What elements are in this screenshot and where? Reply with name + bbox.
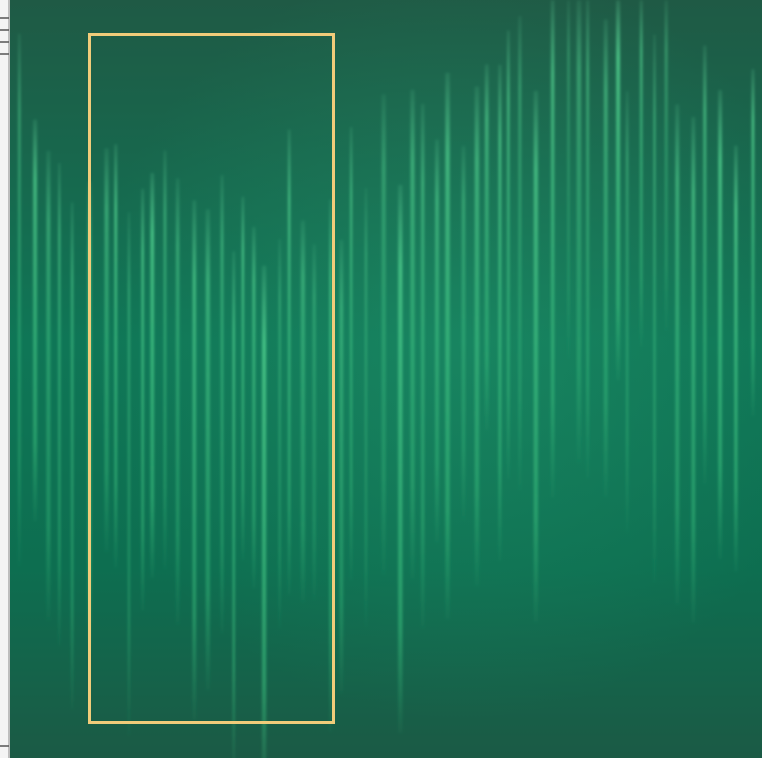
streak [577, 0, 581, 463]
streak [350, 127, 352, 581]
streak [128, 212, 130, 735]
streak [252, 227, 255, 589]
streak [567, 0, 569, 360]
streak [150, 173, 154, 579]
streak [46, 151, 50, 621]
streak [141, 189, 144, 612]
streak [71, 202, 73, 710]
streak [193, 200, 197, 720]
background-glow [10, 0, 762, 758]
streak [653, 34, 655, 583]
streak [534, 91, 538, 622]
streak [242, 196, 244, 560]
streak [410, 90, 414, 580]
streak [586, 0, 589, 479]
streak [498, 65, 501, 562]
streak [718, 90, 722, 559]
streak [288, 129, 291, 595]
streak [398, 185, 402, 733]
streak [206, 209, 210, 691]
streak [604, 19, 608, 497]
streak [665, 0, 668, 331]
streak [734, 145, 737, 571]
streak [435, 139, 439, 543]
streak [164, 150, 167, 569]
streak [518, 16, 521, 491]
page: {} html, body { margin: 0; padding: 0; w… [0, 0, 762, 758]
streak [114, 144, 117, 568]
streak [462, 146, 466, 520]
streak [675, 104, 679, 605]
body: (() => { const data = JSON.parse(documen… [0, 0, 762, 758]
streak [692, 117, 696, 623]
streak [340, 240, 344, 694]
streak [703, 45, 706, 484]
streak [176, 178, 180, 625]
streak [382, 94, 386, 575]
streak [485, 64, 489, 431]
streak [262, 266, 266, 758]
micrograph [0, 0, 762, 758]
streak [105, 148, 109, 552]
streak [279, 239, 281, 630]
streak [301, 220, 305, 602]
streak [507, 30, 510, 479]
streak [33, 119, 37, 521]
streak [616, 0, 620, 381]
streak [640, 0, 643, 347]
streak [58, 163, 60, 647]
streak [752, 69, 755, 416]
streak [329, 199, 331, 732]
streak [421, 104, 424, 629]
streak [551, 0, 555, 498]
streak [18, 34, 21, 567]
streak [445, 73, 450, 620]
streak [313, 244, 316, 600]
streak [365, 188, 367, 628]
streak [233, 251, 235, 758]
streak [221, 175, 224, 634]
streak [475, 86, 479, 586]
streak [626, 91, 628, 533]
